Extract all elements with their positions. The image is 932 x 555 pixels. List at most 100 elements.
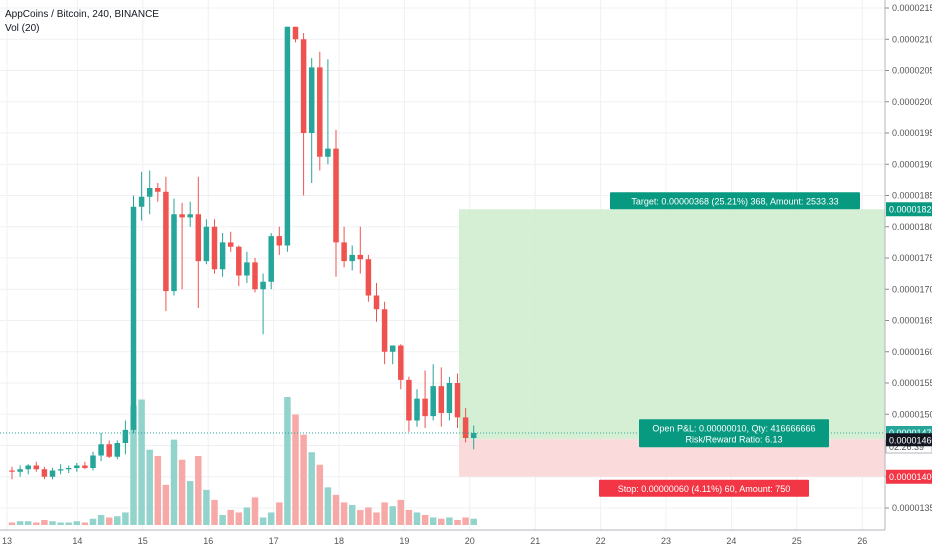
volume-bar: [154, 455, 162, 525]
volume-bar: [81, 522, 89, 525]
price-axis[interactable]: 0.00002150 0.00002100 0.00002050 0.00002000…: [884, 0, 932, 530]
y-tick-label: 0.00001650: [892, 316, 932, 326]
y-tick-label: 0.00002150: [892, 3, 932, 13]
candle-body: [163, 191, 169, 292]
y-tick-label: 0.00001950: [892, 128, 932, 138]
candle-body: [438, 386, 445, 413]
volume-bar: [405, 509, 413, 525]
volume-bar: [130, 405, 137, 525]
position-zones[interactable]: [459, 209, 885, 477]
volume-bar: [49, 521, 56, 525]
y-tick-label: 0.00001900: [892, 159, 932, 169]
volume-bar: [446, 517, 453, 525]
candle-body: [244, 262, 250, 276]
candle-body: [130, 206, 137, 430]
volume-bar: [421, 514, 429, 525]
legend: AppCoins / Bitcoin, 240, BINANCE Vol (20…: [5, 8, 159, 36]
volume-bar: [195, 455, 202, 525]
candle-body: [179, 214, 185, 218]
stop-label-text: Stop: 0.00000060 (4.11%) 60, Amount: 750: [618, 484, 790, 494]
y-tick-label: 0.00001750: [892, 253, 932, 263]
candle-body: [187, 214, 193, 218]
candle-body: [25, 465, 31, 470]
y-tick-label: 0.00001600: [892, 347, 932, 357]
y-tick-label: 0.00001350: [892, 503, 932, 513]
candle-body: [114, 443, 121, 457]
candle-body: [236, 246, 242, 276]
volume-bar: [292, 414, 299, 525]
volume-bar: [178, 459, 186, 525]
volume-bar: [186, 481, 194, 525]
x-tick-label: 25: [792, 536, 802, 546]
volume-bar: [284, 397, 291, 525]
candle-body: [49, 470, 56, 477]
x-tick-label: 26: [857, 536, 867, 546]
candle-body: [155, 188, 161, 192]
volume-bar: [146, 449, 153, 525]
candle-body: [341, 242, 347, 262]
volume-bar: [300, 434, 307, 525]
volume-bars: [8, 397, 477, 525]
open-pnl-label-text: Risk/Reward Ratio: 6.13: [685, 434, 782, 444]
x-tick-label: 14: [72, 536, 82, 546]
volume-bar: [373, 512, 380, 525]
volume-bar: [243, 507, 251, 525]
candle-body: [211, 226, 218, 270]
y-tick-label: 0.00001550: [892, 378, 932, 388]
volume-bar: [276, 502, 283, 525]
candle-body: [365, 259, 372, 296]
candle-body: [98, 444, 104, 456]
volume-bar: [114, 516, 121, 525]
candle-body: [284, 26, 291, 246]
volume-bar: [24, 521, 32, 525]
x-tick-label: 24: [726, 536, 736, 546]
y-tick-label: 0.00002000: [892, 97, 932, 107]
volume-bar: [170, 439, 178, 525]
volume-indicator-label[interactable]: Vol (20): [5, 23, 40, 34]
volume-bar: [454, 519, 461, 525]
candles: [9, 26, 477, 480]
volume-bar: [138, 399, 145, 525]
symbol-title[interactable]: AppCoins / Bitcoin, 240, BINANCE: [5, 9, 159, 20]
candle-body: [33, 465, 40, 470]
candle-body: [414, 398, 420, 421]
volume-bar: [324, 487, 332, 525]
volume-bar: [259, 517, 267, 525]
candle-body: [90, 455, 96, 468]
candle-body: [146, 188, 153, 197]
volume-bar: [470, 518, 477, 525]
target-price-badge-text: 0.00001828: [889, 204, 932, 214]
stop-label-box: [599, 479, 809, 497]
y-tick-label: 0.00001500: [892, 409, 932, 419]
volume-bar: [122, 512, 129, 525]
candle-body: [57, 469, 64, 471]
volume-bar: [73, 521, 81, 525]
y-tick-label: 0.00001850: [892, 191, 932, 201]
y-tick-label: 0.00002050: [892, 66, 932, 76]
candle-body: [357, 254, 364, 260]
volume-bar: [211, 499, 218, 525]
volume-bar: [429, 517, 437, 525]
candle-body: [203, 226, 210, 262]
countdown-text: 02:26:39: [889, 442, 924, 452]
candle-body: [349, 254, 355, 262]
x-tick-label: 17: [269, 536, 279, 546]
candle-body: [470, 433, 477, 438]
target-zone[interactable]: [459, 209, 885, 440]
volume-bar: [227, 509, 234, 525]
candle-body: [122, 429, 129, 443]
volume-bar: [381, 502, 388, 525]
position-labels: Target: 0.00000368 (25.21%) 368, Amount:…: [599, 192, 860, 497]
x-tick-label: 22: [596, 536, 606, 546]
x-tick-label: 19: [399, 536, 409, 546]
volume-bar: [348, 504, 356, 525]
candle-body: [292, 26, 299, 40]
x-tick-label: 13: [2, 536, 12, 546]
candle-body: [219, 242, 226, 270]
candle-body: [227, 242, 234, 247]
entry-price-badge-text: 0.00001460: [889, 435, 932, 445]
time-axis[interactable]: 13 14 15 16 17 18 19 20 21 22 23 24 25 26: [0, 529, 885, 546]
candle-body: [317, 67, 323, 157]
